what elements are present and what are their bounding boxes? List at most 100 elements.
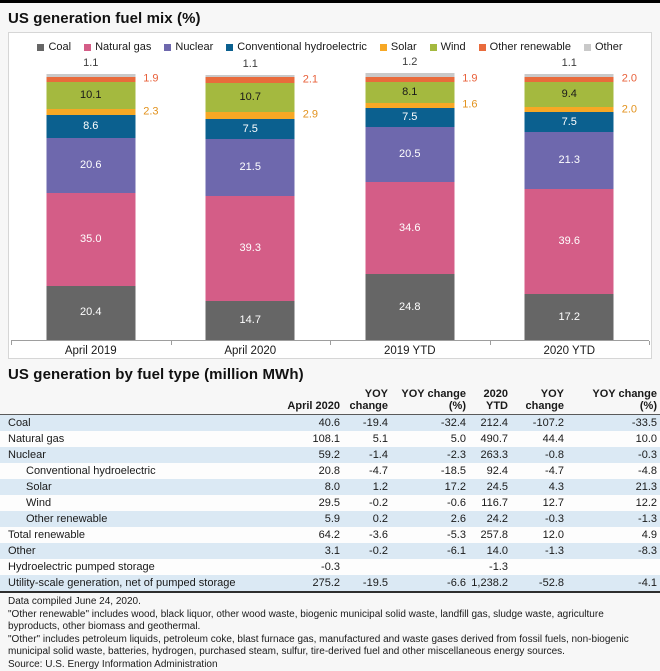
table-cell: 275.2: [270, 575, 343, 592]
x-axis-category-label: 2020 YTD: [490, 345, 650, 357]
footnotes: Data compiled June 24, 2020. "Other rene…: [0, 593, 660, 671]
bar-segment: 20.6: [46, 138, 135, 193]
table-cell: 10.0: [567, 431, 660, 447]
bar-segment: 7.5: [206, 119, 295, 139]
table-cell: 12.2: [567, 495, 660, 511]
bar-segment: 24.8: [365, 274, 454, 340]
footnote-other: "Other" includes petroleum liquids, petr…: [8, 634, 652, 659]
legend-label: Natural gas: [95, 41, 151, 53]
table-cell: -19.4: [343, 415, 391, 432]
segment-value-label: 34.6: [399, 223, 420, 234]
segment-value-label: 1.9: [462, 74, 477, 85]
footnote-compiled: Data compiled June 24, 2020.: [8, 596, 652, 609]
table-cell: 24.5: [469, 479, 511, 495]
table-cell: -4.7: [343, 463, 391, 479]
segment-value-label: 39.6: [559, 236, 580, 247]
table-cell: 64.2: [270, 527, 343, 543]
table-cell: -52.8: [511, 575, 567, 592]
table-cell: -0.2: [343, 495, 391, 511]
bar-segment: 10.7: [206, 83, 295, 111]
bar-segment: 1.1: [206, 75, 295, 78]
table-cell: 8.0: [270, 479, 343, 495]
table-cell: -3.6: [343, 527, 391, 543]
segment-value-label: 20.5: [399, 149, 420, 160]
segment-value-label: 2.1: [303, 75, 318, 86]
segment-value-label: 2.9: [303, 110, 318, 121]
legend-item: Solar: [380, 41, 417, 53]
table-cell: -8.3: [567, 543, 660, 559]
table-row: Hydroelectric pumped storage-0.3-1.3: [0, 559, 660, 575]
segment-value-label: 1.1: [243, 59, 258, 70]
row-label: Conventional hydroelectric: [0, 463, 270, 479]
segment-value-label: 1.9: [143, 74, 158, 85]
segment-value-label: 8.6: [83, 121, 98, 132]
bar-segment: 7.5: [365, 108, 454, 128]
table-cell: [343, 559, 391, 575]
segment-value-label: 39.3: [240, 243, 261, 254]
table-cell: -33.5: [567, 415, 660, 432]
row-label: Hydroelectric pumped storage: [0, 559, 270, 575]
table-cell: 44.4: [511, 431, 567, 447]
table-cell: 4.3: [511, 479, 567, 495]
table-cell: 4.9: [567, 527, 660, 543]
table-cell: 21.3: [567, 479, 660, 495]
bar-segment: 1.9: [365, 77, 454, 82]
legend-item: Other renewable: [479, 41, 571, 53]
legend-swatch-icon: [479, 44, 486, 51]
table-cell: -6.1: [391, 543, 469, 559]
legend-label: Nuclear: [175, 41, 213, 53]
bar-segment: 39.3: [206, 196, 295, 301]
bar-segment: 17.2: [525, 294, 614, 340]
legend-swatch-icon: [164, 44, 171, 51]
bar-segment: 1.1: [46, 74, 135, 77]
segment-value-label: 7.5: [402, 112, 417, 123]
row-label: Other renewable: [0, 511, 270, 527]
bar-segment: 1.9: [46, 77, 135, 82]
bar-segment: 1.6: [365, 103, 454, 107]
segment-value-label: 1.2: [402, 57, 417, 68]
segment-value-label: 7.5: [243, 124, 258, 135]
bar-segment: 2.1: [206, 77, 295, 83]
legend-label: Other renewable: [490, 41, 571, 53]
segment-value-label: 1.1: [562, 58, 577, 69]
table-cell: 257.8: [469, 527, 511, 543]
table-cell: -4.1: [567, 575, 660, 592]
bar-segment: 2.0: [525, 77, 614, 82]
table-cell: 17.2: [391, 479, 469, 495]
table-cell: -32.4: [391, 415, 469, 432]
segment-value-label: 21.3: [559, 155, 580, 166]
bar-segment: 1.1: [525, 74, 614, 77]
table-column-header: YOY change: [511, 388, 567, 415]
segment-value-label: 1.1: [83, 58, 98, 69]
segment-value-label: 35.0: [80, 234, 101, 245]
table-cell: 14.0: [469, 543, 511, 559]
table-cell: 92.4: [469, 463, 511, 479]
table-cell: [511, 559, 567, 575]
legend-swatch-icon: [380, 44, 387, 51]
row-label: Coal: [0, 415, 270, 432]
table-cell: [567, 559, 660, 575]
table-cell: 0.2: [343, 511, 391, 527]
table-cell: -0.3: [511, 511, 567, 527]
table-cell: 108.1: [270, 431, 343, 447]
table-cell: -1.4: [343, 447, 391, 463]
segment-value-label: 10.1: [80, 90, 101, 101]
bar-segment: 21.3: [525, 132, 614, 189]
segment-value-label: 10.7: [240, 92, 261, 103]
table-cell: -107.2: [511, 415, 567, 432]
legend-label: Solar: [391, 41, 417, 53]
table-cell: -0.3: [270, 559, 343, 575]
bar-segment: 8.6: [46, 115, 135, 138]
x-axis-category-label: April 2020: [171, 345, 331, 357]
